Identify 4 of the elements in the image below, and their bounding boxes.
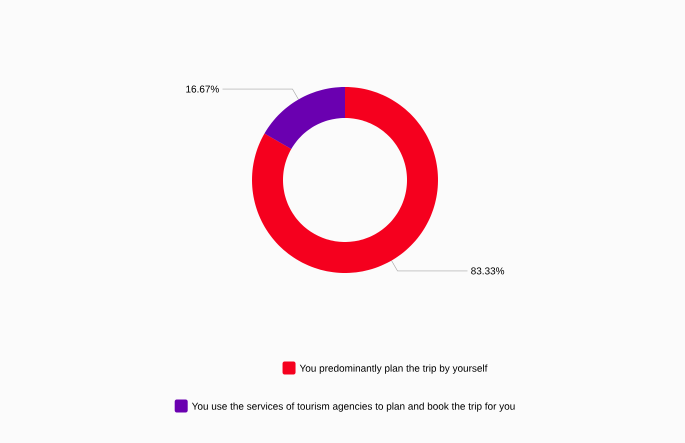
data-label: 16.67% <box>186 86 219 93</box>
legend-label: You use the services of tourism agencies to plan and book the trip for you <box>192 402 515 412</box>
data-label: 83.33% <box>471 267 504 274</box>
legend-label: You predominantly plan the trip by yourself <box>300 364 488 374</box>
